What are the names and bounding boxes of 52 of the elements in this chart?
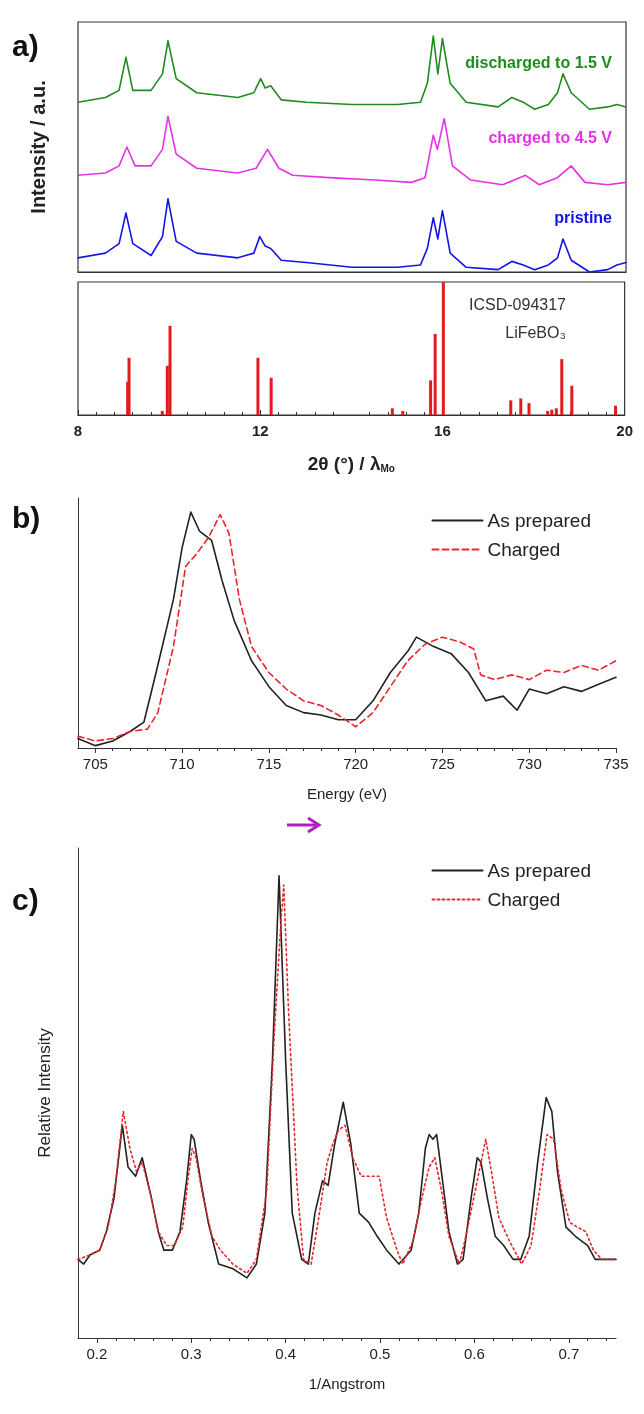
- legend-label: Charged: [487, 539, 561, 560]
- bar: [509, 400, 513, 415]
- x-tick-label: 735: [603, 755, 629, 772]
- bar: [429, 380, 433, 415]
- y-axis-title: Relative Intensity: [35, 1027, 54, 1158]
- x-tick-label: 720: [343, 755, 369, 772]
- series-label: discharged to 1.5 V: [465, 53, 613, 71]
- legend-label: Charged: [487, 889, 561, 910]
- legend-label: As prepared: [487, 860, 592, 881]
- x-tick-label: 20: [616, 422, 633, 439]
- x-tick-label: 0.7: [558, 1345, 580, 1362]
- x-tick-label: 715: [256, 755, 282, 772]
- annotation: LiFeBO₃: [505, 323, 567, 341]
- bar: [519, 398, 523, 415]
- x-tick-label: 0.4: [275, 1345, 297, 1362]
- bar: [441, 282, 445, 415]
- bar: [127, 357, 131, 415]
- bar: [256, 357, 260, 415]
- bar: [401, 411, 405, 415]
- x-axis-title: 2θ (°) / λMo: [307, 452, 395, 474]
- bar: [390, 408, 394, 415]
- text: c): [12, 882, 39, 916]
- x-tick-label: 0.6: [463, 1345, 485, 1362]
- y-axis-title: Intensity / a.u.: [27, 80, 49, 214]
- text: b): [12, 500, 41, 534]
- text: a): [12, 28, 39, 62]
- x-tick-label: 730: [516, 755, 542, 772]
- bar: [269, 377, 273, 415]
- x-tick-label: 0.5: [369, 1345, 391, 1362]
- bar: [554, 408, 558, 415]
- legend-label: As prepared: [487, 510, 592, 531]
- annotation: ICSD-094317: [469, 295, 567, 313]
- x-tick-label: 8: [73, 422, 83, 439]
- x-tick-label: 725: [429, 755, 455, 772]
- bar: [160, 411, 164, 415]
- bar: [560, 359, 564, 415]
- x-tick-label: 16: [434, 422, 451, 439]
- text: charged to 4.5 V: [488, 129, 613, 147]
- x-tick-label: 710: [169, 755, 195, 772]
- bar: [527, 403, 531, 415]
- bar: [433, 333, 437, 415]
- x-tick-label: 0.3: [180, 1345, 202, 1362]
- series-label: pristine: [554, 209, 613, 227]
- bar: [614, 405, 618, 415]
- x-tick-label: 12: [251, 422, 269, 439]
- x-tick-label: 705: [82, 755, 108, 772]
- bar: [570, 385, 574, 415]
- x-axis-title: 1/Angstrom: [308, 1375, 386, 1392]
- bar: [546, 411, 550, 415]
- x-axis-title: Energy (eV): [306, 785, 388, 802]
- bar: [168, 325, 172, 415]
- x-tick-label: 0.2: [86, 1345, 108, 1362]
